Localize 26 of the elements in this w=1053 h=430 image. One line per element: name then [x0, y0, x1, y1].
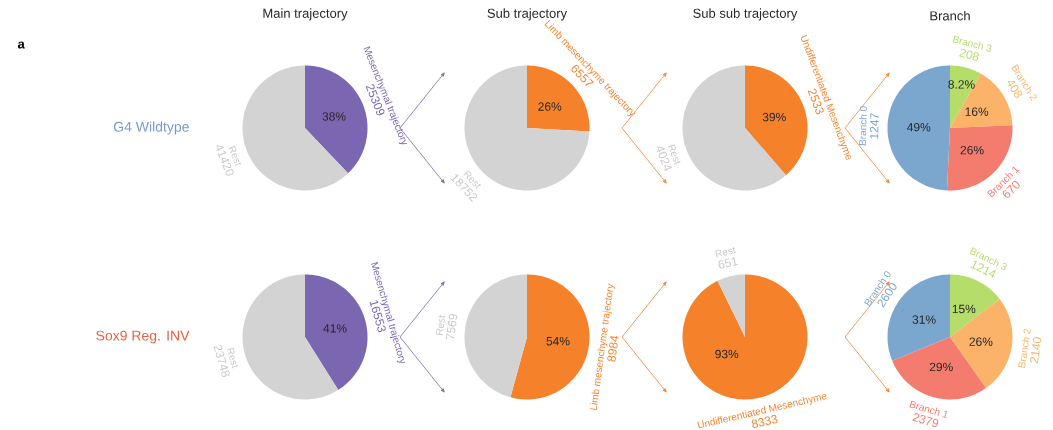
text: 29% [929, 362, 953, 372]
text: 26% [960, 145, 984, 155]
text: 54% [546, 336, 570, 346]
slice-label: Branch 2 [1018, 328, 1031, 368]
text: a [17, 41, 25, 49]
text: 41% [323, 324, 347, 333]
chart-title: Branch [930, 10, 970, 21]
data-label: 1247 [869, 113, 879, 139]
data-label: 8984 [607, 335, 619, 362]
slice-label: Branch 0 [859, 106, 867, 146]
chart-title: Sub sub trajectory [693, 8, 798, 21]
text: 26% [969, 337, 993, 346]
text: 49% [907, 122, 931, 132]
chart-title: Sub trajectory [487, 8, 568, 21]
text: 93% [715, 349, 739, 359]
chart-title: Main trajectory [263, 8, 348, 21]
text: 38% [322, 112, 346, 121]
data-label: 208 [959, 48, 979, 61]
text: 31% [912, 315, 936, 324]
data-label: 2140 [1029, 337, 1042, 364]
text: Sox9 Reg. INV [96, 330, 190, 344]
text: 15% [952, 304, 976, 314]
text: 16% [965, 107, 989, 116]
text: 26% [538, 102, 562, 111]
text: 39% [762, 112, 786, 122]
text: G4 Wildtype [113, 121, 189, 135]
